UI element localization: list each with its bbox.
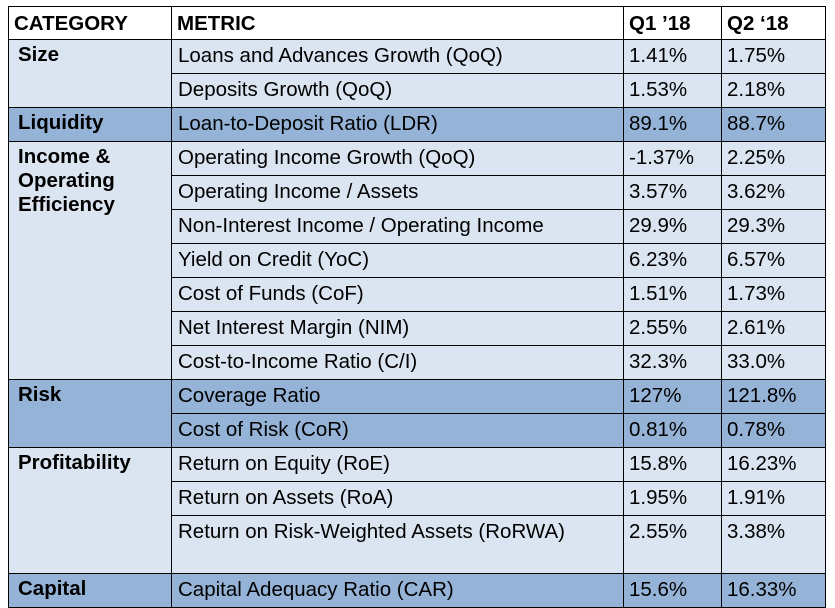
banking-metrics-table: CATEGORY METRIC Q1 ’18 Q2 ‘18 Size Loans… (8, 6, 826, 608)
q2-value: 0.78% (721, 413, 826, 448)
metric-cell: Yield on Credit (YoC) (171, 243, 624, 278)
table-row: Yield on Credit (YoC) 6.23% 6.57% (9, 243, 826, 278)
table-row: Deposits Growth (QoQ) 1.53% 2.18% (9, 73, 826, 108)
q2-value: 29.3% (721, 209, 826, 244)
metric-cell: Deposits Growth (QoQ) (171, 73, 624, 108)
q1-value: 0.81% (623, 413, 722, 448)
q2-value: 16.23% (721, 447, 826, 482)
q1-value: 29.9% (623, 209, 722, 244)
table-row: Non-Interest Income / Operating Income 2… (9, 209, 826, 244)
metric-cell: Coverage Ratio (171, 379, 624, 414)
q1-value: 1.53% (623, 73, 722, 108)
q2-value: 6.57% (721, 243, 826, 278)
category-cell-risk: Risk (8, 379, 172, 448)
metric-cell: Loans and Advances Growth (QoQ) (171, 39, 624, 74)
metric-cell: Cost of Funds (CoF) (171, 277, 624, 312)
category-cell-liquidity: Liquidity (8, 107, 172, 142)
q2-value: 88.7% (721, 107, 826, 142)
metric-cell: Loan-to-Deposit Ratio (LDR) (171, 107, 624, 142)
category-cell-size: Size (8, 39, 172, 108)
table-row: Return on Risk-Weighted Assets (RoRWA) 2… (9, 515, 826, 574)
q1-value: 2.55% (623, 311, 722, 346)
table-row: Income & Operating Efficiency Operating … (8, 141, 826, 380)
q1-value: 6.23% (623, 243, 722, 278)
q1-value: 127% (623, 379, 722, 414)
table-row: Net Interest Margin (NIM) 2.55% 2.61% (9, 311, 826, 346)
q1-value: 32.3% (623, 345, 722, 380)
q2-value: 1.73% (721, 277, 826, 312)
table-row: Return on Assets (RoA) 1.95% 1.91% (9, 481, 826, 516)
table-row: Profitability Return on Equity (RoE) 15.… (8, 447, 826, 574)
metric-cell: Non-Interest Income / Operating Income (171, 209, 624, 244)
metric-cell: Operating Income Growth (QoQ) (171, 141, 624, 176)
q1-value: 89.1% (623, 107, 722, 142)
q2-value: 3.38% (721, 515, 826, 574)
header-category: CATEGORY (8, 6, 172, 40)
q2-value: 33.0% (721, 345, 826, 380)
q2-value: 16.33% (721, 573, 826, 608)
table-row: Capital Capital Adequacy Ratio (CAR) 15.… (8, 573, 826, 608)
metric-cell: Cost-to-Income Ratio (C/I) (171, 345, 624, 380)
category-cell-capital: Capital (8, 573, 172, 608)
category-cell-income-operating-efficiency: Income & Operating Efficiency (8, 141, 172, 380)
table-row: Cost-to-Income Ratio (C/I) 32.3% 33.0% (9, 345, 826, 380)
q1-value: 15.8% (623, 447, 722, 482)
q2-value: 121.8% (721, 379, 826, 414)
table-row: Risk Coverage Ratio 127% 121.8% (8, 379, 826, 448)
q2-value: 2.18% (721, 73, 826, 108)
q1-value: 2.55% (623, 515, 722, 574)
header-q1: Q1 ’18 (623, 6, 722, 40)
q2-value: 2.25% (721, 141, 826, 176)
metric-cell: Return on Equity (RoE) (171, 447, 624, 482)
table-row: Operating Income / Assets 3.57% 3.62% (9, 175, 826, 210)
table-row: Liquidity Loan-to-Deposit Ratio (LDR) 89… (8, 107, 826, 142)
header-row: CATEGORY METRIC Q1 ’18 Q2 ‘18 (8, 6, 826, 40)
metric-cell: Operating Income / Assets (171, 175, 624, 210)
header-metric: METRIC (171, 6, 624, 40)
q1-value: 1.95% (623, 481, 722, 516)
metric-cell: Return on Assets (RoA) (171, 481, 624, 516)
q1-value: -1.37% (623, 141, 722, 176)
q1-value: 1.41% (623, 39, 722, 74)
q2-value: 3.62% (721, 175, 826, 210)
q1-value: 1.51% (623, 277, 722, 312)
q2-value: 1.91% (721, 481, 826, 516)
metric-cell: Return on Risk-Weighted Assets (RoRWA) (171, 515, 624, 574)
q2-value: 1.75% (721, 39, 826, 74)
q2-value: 2.61% (721, 311, 826, 346)
metric-cell: Cost of Risk (CoR) (171, 413, 624, 448)
table-row: Cost of Funds (CoF) 1.51% 1.73% (9, 277, 826, 312)
q1-value: 3.57% (623, 175, 722, 210)
q1-value: 15.6% (623, 573, 722, 608)
metric-cell: Net Interest Margin (NIM) (171, 311, 624, 346)
table-row: Size Loans and Advances Growth (QoQ) 1.4… (8, 39, 826, 108)
metric-cell: Capital Adequacy Ratio (CAR) (171, 573, 624, 608)
category-cell-profitability: Profitability (8, 447, 172, 574)
table-row: Cost of Risk (CoR) 0.81% 0.78% (9, 413, 826, 448)
header-q2: Q2 ‘18 (721, 6, 826, 40)
